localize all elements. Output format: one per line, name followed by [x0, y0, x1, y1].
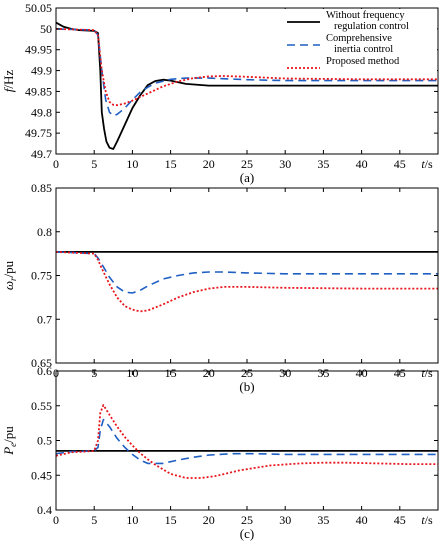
series-line-comprehensive — [55, 418, 438, 465]
y-tick-label: 49.95 — [25, 43, 52, 57]
x-tick-label: 15 — [165, 157, 177, 171]
series-line-proposed — [55, 28, 438, 107]
x-tick-label: 10 — [126, 157, 138, 171]
x-tick-label: 0 — [53, 513, 59, 527]
y-tick-label: 49.75 — [25, 126, 52, 140]
x-tick-label: 25 — [241, 513, 253, 527]
x-axis-label: t/s — [421, 157, 433, 171]
y-tick-label: 0.8 — [37, 225, 52, 239]
y-tick-label: 50 — [40, 22, 52, 36]
x-tick-label: 5 — [91, 157, 97, 171]
series-line-comprehensive — [55, 251, 438, 294]
x-tick-label: 25 — [241, 157, 253, 171]
y-tick-label: 0.55 — [31, 399, 52, 413]
y-tick-label: 49.8 — [31, 105, 52, 119]
panel-caption: (b) — [239, 379, 254, 394]
y-tick-label: 49.9 — [31, 64, 52, 78]
chart-panel-a: 0 5 10 15 20 25 30 35 40 45 t/s 50.05 50 49.95 49.9 49.… — [1, 1, 439, 185]
y-tick-label: 50.05 — [25, 1, 52, 15]
x-axis-label: t/s — [421, 513, 433, 527]
y-tick-label: 0.85 — [31, 181, 52, 195]
legend-label: Without frequency — [326, 10, 405, 21]
y-tick-label: 0.4 — [37, 503, 52, 517]
x-tick-label: 0 — [53, 157, 59, 171]
x-tick-label: 40 — [356, 157, 368, 171]
panel-caption: (c) — [240, 526, 254, 541]
x-tick-label: 45 — [394, 157, 406, 171]
y-axis-label: Pe/pu — [1, 426, 18, 456]
chart-panel-b: 051015202530354045t/s0.850.80.750.70.65ω… — [1, 181, 439, 394]
x-tick-label: 35 — [317, 513, 329, 527]
legend-label: Proposed method — [326, 56, 400, 67]
plot-frame — [55, 187, 439, 364]
x-tick-label: 30 — [279, 513, 291, 527]
x-tick-label: 30 — [279, 157, 291, 171]
legend-label-line2: inertia control — [334, 44, 393, 55]
x-tick-label: 10 — [126, 513, 138, 527]
x-tick-label: 20 — [203, 157, 215, 171]
legend-label: Comprehensive — [326, 33, 392, 44]
x-tick-label: 15 — [165, 513, 177, 527]
y-tick-label: 49.85 — [25, 84, 52, 98]
x-tick-label: 5 — [91, 513, 97, 527]
y-tick-label: 0.65 — [31, 356, 52, 370]
series-group — [55, 404, 438, 479]
y-tick-label: 49.7 — [31, 147, 52, 161]
y-tick-label: 0.45 — [31, 468, 52, 482]
x-axis-label: t/s — [421, 366, 433, 380]
legend-label-line2: regulation control — [334, 21, 409, 32]
y-tick-label: 0.7 — [37, 312, 52, 326]
series-group — [55, 21, 438, 150]
x-tick-label: 45 — [394, 513, 406, 527]
y-axis-label: f/Hz — [1, 70, 16, 93]
series-group — [55, 250, 438, 313]
x-tick-label: 35 — [317, 157, 329, 171]
y-tick-label: 0.5 — [37, 434, 52, 448]
x-tick-label: 40 — [356, 513, 368, 527]
y-axis-label: ωr/pu — [1, 260, 18, 290]
y-tick-label: 0.6 — [37, 364, 52, 378]
chart-panel-c: 0 5 10 15 20 25 30 35 40 45 t/s 0.6 0.55 0.5 0.45 0.4 Pe… — [1, 364, 439, 541]
y-tick-label: 0.75 — [31, 269, 52, 283]
panel-caption: (a) — [240, 170, 254, 185]
x-tick-label: 20 — [203, 513, 215, 527]
legend-box — [284, 9, 437, 75]
series-line-proposed — [55, 404, 438, 479]
